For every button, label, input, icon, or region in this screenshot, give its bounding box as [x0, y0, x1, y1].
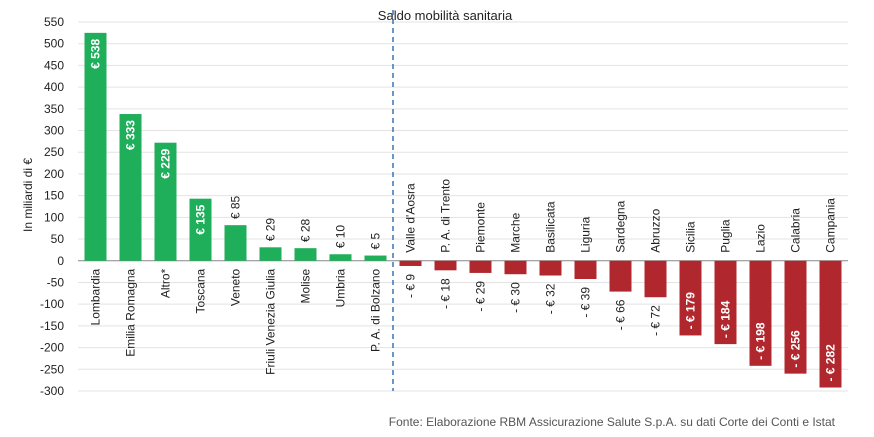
bar [119, 114, 142, 261]
value-label: - € 39 [579, 287, 593, 318]
y-tick-label: -150 [40, 319, 64, 333]
value-label: - € 9 [404, 274, 418, 298]
y-tick-label: 400 [44, 80, 64, 94]
bar [154, 142, 177, 261]
bar [539, 260, 562, 276]
value-label: - € 179 [684, 292, 698, 330]
y-tick-label: 550 [44, 15, 64, 29]
bars [84, 32, 842, 388]
bar [749, 260, 772, 366]
value-label: € 10 [334, 225, 348, 249]
category-label: Sicilia [684, 221, 698, 253]
category-label: Liguria [579, 216, 593, 252]
value-label: - € 30 [509, 282, 523, 313]
bar [504, 260, 527, 275]
category-label: Valle d'Aosra [404, 183, 418, 253]
category-label: Toscana [194, 268, 208, 313]
y-axis-ticks: 550500450400350300250200150100500-50-100… [40, 15, 64, 398]
bar [679, 260, 702, 336]
value-label: - € 32 [544, 283, 558, 314]
value-label: - € 18 [439, 278, 453, 309]
y-tick-label: 100 [44, 210, 64, 224]
category-label: Veneto [229, 268, 243, 306]
category-label: Basilicata [544, 201, 558, 253]
y-tick-label: 250 [44, 145, 64, 159]
bar [294, 248, 317, 261]
category-label: Calabria [789, 208, 803, 253]
bar [259, 247, 282, 261]
value-label: € 333 [124, 120, 138, 150]
bar [574, 260, 597, 279]
bar [84, 32, 107, 261]
y-axis-label: In miliardi di € [21, 158, 35, 232]
y-tick-label: -250 [40, 362, 64, 376]
bar [714, 260, 737, 345]
bar [819, 260, 842, 388]
category-label: Abruzzo [649, 208, 663, 252]
value-label: € 538 [89, 39, 103, 69]
value-label: € 135 [194, 204, 208, 234]
category-label: Lazio [754, 224, 768, 253]
bar [609, 260, 632, 292]
bar [329, 254, 352, 261]
y-tick-label: 300 [44, 124, 64, 138]
category-label: P. A. di Bolzano [369, 268, 383, 352]
value-label: - € 72 [649, 305, 663, 336]
source-note: Fonte: Elaborazione RBM Assicurazione Sa… [389, 415, 836, 429]
y-tick-label: -100 [40, 297, 64, 311]
category-label: Sardegna [614, 200, 628, 252]
category-label: Piemonte [474, 202, 488, 253]
bar [784, 260, 807, 374]
y-tick-label: 150 [44, 189, 64, 203]
value-label: € 29 [264, 218, 278, 242]
value-label: - € 66 [614, 299, 628, 330]
value-label: € 5 [369, 233, 383, 250]
y-tick-label: 500 [44, 37, 64, 51]
y-tick-label: -50 [47, 275, 65, 289]
bar-labels: Lombardia € 538 Emilia Romagna € 333 Altro* €… [89, 39, 838, 382]
bar [644, 260, 667, 298]
value-label: - € 282 [824, 344, 838, 382]
value-label: € 229 [159, 148, 173, 178]
bar [224, 225, 247, 261]
y-tick-label: 200 [44, 167, 64, 181]
y-tick-label: 350 [44, 102, 64, 116]
bar [434, 260, 457, 271]
y-tick-label: -300 [40, 384, 64, 398]
y-tick-label: 50 [51, 232, 65, 246]
value-label: - € 256 [789, 330, 803, 368]
value-label: - € 29 [474, 281, 488, 312]
category-label: Emilia Romagna [124, 268, 138, 356]
y-tick-label: 0 [57, 254, 64, 268]
value-label: - € 198 [754, 322, 768, 360]
category-label: Marche [509, 212, 523, 252]
y-tick-label: -200 [40, 341, 64, 355]
category-label: Friuli Venezia Giulia [264, 268, 278, 374]
category-label: Campania [824, 198, 838, 253]
category-label: Molise [299, 268, 313, 303]
value-label: - € 184 [719, 300, 733, 338]
chart-title: Saldo mobilità sanitaria [378, 8, 513, 23]
value-label: € 28 [299, 218, 313, 242]
value-label: € 85 [229, 195, 243, 219]
bar [399, 260, 422, 266]
y-tick-label: 450 [44, 58, 64, 72]
category-label: Lombardia [89, 268, 103, 325]
bar [364, 255, 387, 261]
bar [469, 260, 492, 273]
category-label: Puglia [719, 219, 733, 253]
bar [189, 198, 212, 261]
category-label: Altro* [159, 268, 173, 298]
category-label: P. A. di Trento [439, 179, 453, 253]
category-label: Umbria [334, 268, 348, 307]
